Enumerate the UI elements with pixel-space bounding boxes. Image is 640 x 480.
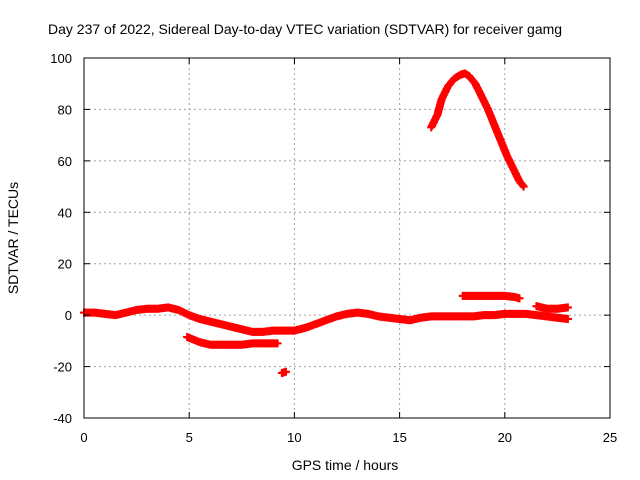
- series-late-arc: [427, 69, 528, 191]
- x-tick-label: 15: [392, 430, 406, 445]
- data-point: [519, 182, 528, 191]
- data-point: [563, 303, 572, 312]
- y-tick-label: -20: [53, 360, 72, 375]
- y-tick-label: 20: [58, 257, 72, 272]
- y-tick-label: 80: [58, 102, 72, 117]
- y-axis-label: SDTVAR / TECUs: [5, 182, 21, 294]
- data-point: [515, 294, 524, 303]
- x-axis-label: GPS time / hours: [292, 457, 399, 473]
- x-tick-label: 25: [603, 430, 617, 445]
- y-tick-label: 40: [58, 205, 72, 220]
- axis-ticks: 0 5 10 15 20 25 -40 -20 0 20 40 60 80 100: [50, 51, 617, 445]
- x-tick-label: 0: [80, 430, 87, 445]
- chart-title: Day 237 of 2022, Sidereal Day-to-day VTE…: [48, 21, 562, 37]
- series-right-segment: [532, 302, 572, 313]
- x-tick-label: 10: [287, 430, 301, 445]
- data-point: [563, 315, 572, 323]
- y-tick-label: 100: [50, 51, 72, 66]
- x-tick-label: 20: [498, 430, 512, 445]
- data-points: [80, 69, 572, 377]
- series-lower-segment: [183, 333, 282, 349]
- y-tick-label: -40: [53, 411, 72, 426]
- y-tick-label: 0: [65, 308, 72, 323]
- grid: [84, 58, 610, 418]
- series-upper-segment: [458, 291, 524, 303]
- y-tick-label: 60: [58, 154, 72, 169]
- series-main-track: [80, 303, 572, 336]
- data-point: [282, 367, 290, 376]
- x-tick-label: 5: [186, 430, 193, 445]
- data-point: [273, 339, 282, 348]
- series-isolated-point: [277, 367, 290, 377]
- plot-frame: [83, 57, 611, 419]
